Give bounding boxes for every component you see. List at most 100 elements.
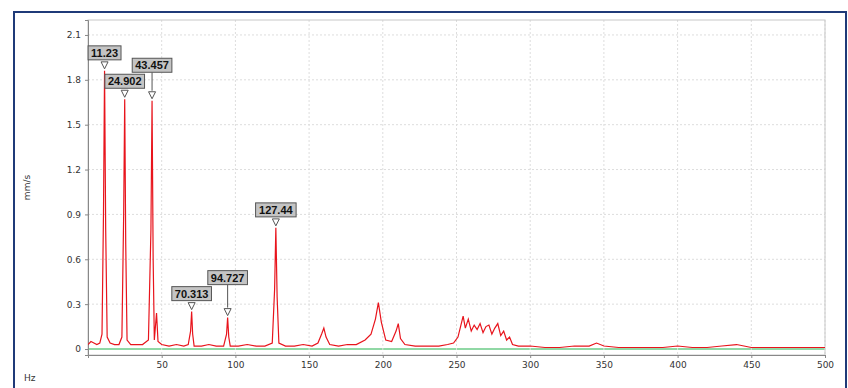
x-tick: 400 [670, 355, 687, 370]
x-tick: 100 [227, 355, 244, 370]
annotation-label: 43.457 [135, 59, 169, 71]
grid-line-y [88, 34, 825, 35]
grid-line-x [456, 20, 457, 355]
spectrum-line [88, 71, 825, 348]
grid-line-y [88, 214, 825, 215]
x-tick: 150 [301, 355, 318, 370]
annotation: 11.23 [88, 46, 121, 60]
x-tick: 500 [817, 355, 834, 370]
grid [88, 20, 825, 355]
x-tick-label: 200 [375, 360, 392, 370]
y-tick: 1.5 [67, 120, 88, 130]
x-tick-label: 350 [596, 360, 613, 370]
grid-line-x [677, 20, 678, 355]
x-axis-title: Hz [24, 373, 36, 383]
y-tick-label: 0.6 [67, 255, 82, 265]
y-tick: 0.3 [67, 300, 88, 310]
peak-marker [272, 219, 279, 226]
x-axis-line [89, 356, 826, 359]
x-tick-mark [825, 355, 826, 358]
plot-frame [88, 20, 825, 355]
x-tick-mark [604, 355, 605, 358]
x-tick: 250 [448, 355, 465, 370]
x-tick-mark [309, 355, 310, 358]
annotation-box [208, 271, 248, 285]
y-tick-mark [85, 349, 88, 350]
x-tick-label: 450 [743, 360, 760, 370]
y-tick-mark [85, 170, 88, 171]
x-tick: 450 [743, 355, 760, 370]
grid-line-x [751, 20, 752, 355]
x-tick-mark [530, 355, 531, 358]
y-tick-mark [85, 259, 88, 260]
y-tick-label: 1.5 [67, 120, 81, 130]
x-tick-label: 500 [817, 360, 834, 370]
y-axis: 0 0.3 0.6 0.9 1.2 1.5 1.8 2.1 [67, 21, 89, 356]
grid-line-x [235, 20, 236, 355]
y-tick: 0.6 [67, 255, 88, 265]
x-tick-label: 150 [301, 360, 318, 370]
peak-marker [149, 92, 156, 99]
x-tick-label: 300 [522, 360, 539, 370]
y-tick: 2.1 [67, 30, 88, 40]
grid-line-x [309, 20, 310, 355]
grid-line-x [603, 20, 604, 355]
y-tick-mark [85, 80, 88, 81]
annotation-label: 94.727 [211, 272, 245, 284]
annotation-leader [152, 72, 153, 90]
y-axis-line [85, 21, 89, 356]
y-tick-mark [85, 35, 88, 36]
y-tick-mark [85, 304, 88, 305]
y-tick: 0 [75, 344, 88, 354]
x-tick-mark [751, 355, 752, 358]
annotation-leader [227, 285, 228, 308]
annotation-box [256, 203, 297, 217]
annotation-label: 127.44 [259, 204, 294, 216]
x-tick: 350 [596, 355, 613, 370]
y-tick-label: 0.3 [67, 300, 81, 310]
x-tick: 300 [522, 355, 539, 370]
x-tick-label: 100 [227, 360, 244, 370]
x-tick-mark [457, 355, 458, 358]
y-tick: 0.9 [67, 210, 88, 220]
x-tick: 50 [156, 355, 168, 370]
annotation-label: 70.313 [175, 288, 209, 300]
annotation-box [88, 46, 121, 60]
y-tick-label: 0 [75, 344, 81, 354]
x-tick-label: 400 [670, 360, 687, 370]
plot-marks [88, 62, 825, 348]
y-tick-label: 0.9 [67, 210, 82, 220]
x-tick-mark [678, 355, 679, 358]
annotation: 94.727 [208, 271, 248, 308]
y-tick: 1.8 [67, 75, 88, 85]
grid-line-y [88, 259, 825, 260]
x-tick-label: 250 [448, 360, 465, 370]
y-tick-label: 1.8 [67, 75, 82, 85]
peak-marker [101, 62, 108, 69]
panel-border [14, 12, 846, 388]
chart: 50 100 150 200 250 300 350 400 450 500 0 0.3 0.6 0.9 1… [0, 0, 848, 388]
annotation-label: 24.902 [108, 75, 142, 87]
grid-line-x [530, 20, 531, 355]
peak-marker [224, 309, 231, 316]
x-tick-mark [162, 355, 163, 358]
annotation: 43.457 [132, 58, 172, 90]
annotations: 11.23 24.902 43.457 70.31394.727 127.44 [88, 46, 296, 308]
x-tick-label: 50 [156, 360, 168, 370]
x-tick: 200 [375, 355, 392, 370]
annotation: 24.902 [105, 74, 145, 88]
annotation-box [105, 74, 145, 88]
annotation-box [132, 58, 172, 72]
annotation: 70.313 [172, 287, 212, 301]
x-tick-mark [235, 355, 236, 358]
y-tick-label: 2.1 [67, 30, 81, 40]
x-axis: 50 100 150 200 250 300 350 400 450 500 [89, 355, 835, 370]
annotation-box [172, 287, 212, 301]
y-tick: 1.2 [67, 165, 88, 175]
annotation: 127.44 [256, 203, 297, 217]
x-tick-mark [383, 355, 384, 358]
grid-line-x [382, 20, 383, 355]
y-tick-mark [85, 214, 88, 215]
annotation-label: 11.23 [91, 47, 118, 59]
y-tick-mark [85, 125, 88, 126]
